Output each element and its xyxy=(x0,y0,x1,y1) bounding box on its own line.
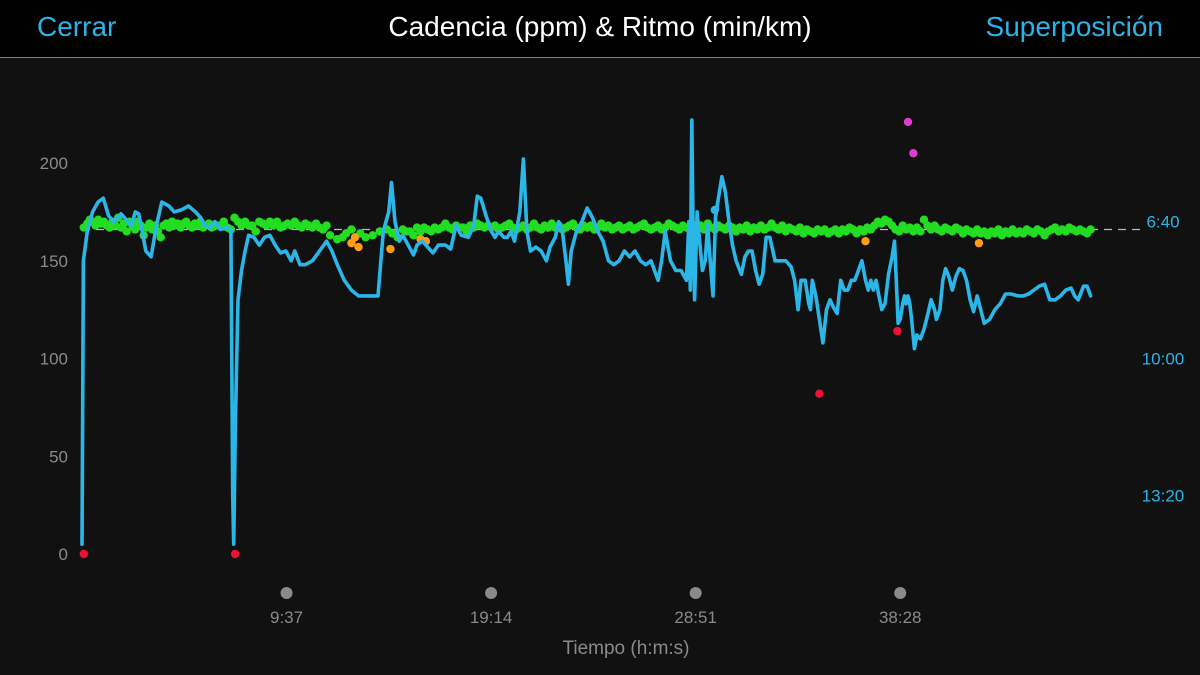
cadence-dot xyxy=(361,233,370,242)
cadence-dot xyxy=(1086,225,1095,234)
pace-line xyxy=(80,118,1093,547)
header-bar: Cerrar Cadencia (ppm) & Ritmo (min/km) S… xyxy=(0,0,1200,58)
cadence-dot-low xyxy=(893,326,902,336)
y-tick-right: 13:20 xyxy=(1142,486,1185,505)
x-tick-marker xyxy=(689,587,702,599)
cadence-dot xyxy=(156,233,165,242)
cadence-dot xyxy=(409,231,418,240)
x-tick-label: 19:14 xyxy=(470,608,513,627)
cadence-dot-low xyxy=(815,389,824,398)
x-tick-label: 28:51 xyxy=(674,608,717,627)
cadence-dot xyxy=(916,227,925,236)
cadence-dot xyxy=(368,231,377,240)
close-button[interactable]: Cerrar xyxy=(37,11,117,42)
cadence-dot xyxy=(347,225,356,234)
cadence-dot-mid xyxy=(350,233,360,242)
x-axis: 9:37 19:14 28:51 38:28 xyxy=(270,587,921,627)
cadence-dot-mid xyxy=(974,238,984,248)
y-tick-left: 100 xyxy=(40,350,68,369)
x-tick-marker xyxy=(894,587,907,599)
cadence-dot-mid xyxy=(386,244,395,254)
x-tick-marker xyxy=(485,587,498,599)
cadence-dot-low xyxy=(79,549,88,559)
y-axis-right: 6:40 10:00 13:20 xyxy=(1142,213,1185,506)
pace-line-layer xyxy=(80,118,1093,547)
y-tick-left: 200 xyxy=(40,154,68,173)
y-tick-right: 10:00 xyxy=(1142,350,1185,369)
cadence-dot xyxy=(322,221,331,230)
x-tick-label: 9:37 xyxy=(270,608,303,627)
cadence-dot-very-high xyxy=(909,149,918,158)
y-tick-left: 150 xyxy=(40,252,68,271)
y-tick-left: 50 xyxy=(49,447,68,466)
overlay-button[interactable]: Superposición xyxy=(985,11,1163,42)
cadence-dot-low xyxy=(230,549,240,559)
y-tick-right: 6:40 xyxy=(1146,213,1179,232)
cadence-dot-very-high xyxy=(903,117,913,127)
cadence-dot xyxy=(122,227,131,236)
x-tick-label: 38:28 xyxy=(879,608,922,627)
y-tick-left: 0 xyxy=(59,545,68,564)
cadence-dot-mid xyxy=(861,237,870,246)
cadence-pace-chart[interactable]: 0 50 100 150 200 6:40 10:00 13:20 9:37 19:14 28:… xyxy=(0,58,1200,675)
cadence-dots-layer xyxy=(79,117,1095,559)
x-tick-marker xyxy=(280,587,293,599)
y-axis-left: 0 50 100 150 200 xyxy=(40,154,68,564)
cadence-dot-mid xyxy=(354,242,363,252)
cadence-dot xyxy=(325,231,335,240)
cadence-dot xyxy=(251,227,260,236)
x-axis-label: Tiempo (h:m:s) xyxy=(562,638,689,659)
